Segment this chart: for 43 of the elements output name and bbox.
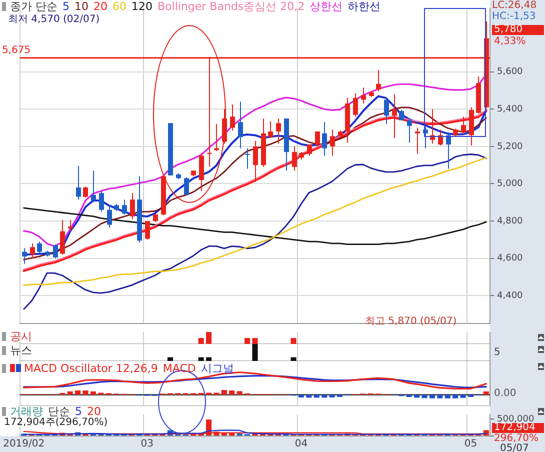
y-tick-label: 5,600 [497, 67, 524, 78]
text: 4,33% [494, 36, 526, 47]
text: 하한선 [348, 0, 381, 13]
ref-line-label: 0.00 [494, 388, 516, 399]
x-tick-label: 05 [464, 438, 478, 450]
text: 10 [74, 0, 88, 13]
text: Bollinger Bands중심선 20,2 [158, 0, 305, 13]
text: LC:26,48 [492, 0, 537, 11]
x-tick-label: 03 [140, 438, 154, 450]
y-tick-label: 5,400 [497, 104, 524, 114]
text: 상한선 [310, 0, 343, 13]
chart-title: 거래량 [10, 405, 43, 418]
y-tick-label: 5,000 [497, 179, 524, 190]
chart-title: 공시 [10, 330, 32, 343]
y-tick-label: 4,800 [497, 216, 524, 226]
annotation: 최고 5,870 (05/07) [365, 316, 457, 327]
legend-title: 단순 [48, 405, 70, 418]
text: 05/07 [500, 443, 529, 452]
series-label: 5 [75, 405, 82, 418]
text: 5 [494, 347, 500, 358]
legend-label: MACD Oscillator 12,26,9 [24, 362, 158, 375]
legend-title: 종가 단순 [10, 0, 58, 13]
chart-title: 뉴스 [10, 344, 32, 357]
text: 5 [62, 0, 70, 13]
text: 172,904 [492, 422, 544, 433]
y-tick-label: 5,200 [497, 142, 524, 152]
y-tick-label: 500,000 [497, 414, 534, 424]
series-label: MACD [162, 362, 196, 375]
y-tick-label: 4,600 [497, 254, 524, 264]
x-tick-label: 2019/02 [3, 438, 45, 450]
text: 120 [132, 0, 152, 13]
text: 5,780 [492, 24, 544, 35]
text: HC:-1,53 [492, 11, 536, 22]
text: 60 [112, 0, 126, 13]
series-label: 시그널 [200, 362, 234, 375]
annotation: 최저 4,570 (02/07) [8, 14, 100, 25]
ref-line-label: 5,675 [2, 44, 31, 56]
text: 20 [94, 0, 108, 13]
text: 296,70% [494, 433, 538, 444]
series-label: 20 [87, 405, 101, 418]
x-tick-label: 04 [294, 438, 308, 450]
annotation: 172,904주(296,70%) [4, 417, 108, 428]
y-tick-label: 4,400 [497, 290, 524, 301]
